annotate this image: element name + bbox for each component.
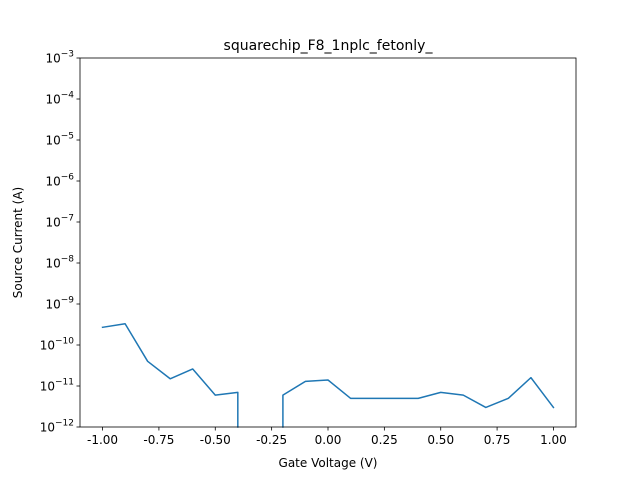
y-tick-label: 10−11 — [40, 378, 74, 394]
y-tick-label: 10−5 — [45, 132, 74, 148]
y-tick-label: 10−12 — [40, 419, 74, 435]
x-tick-label: 0.50 — [427, 433, 454, 447]
y-tick-label: 10−4 — [45, 91, 74, 107]
y-axis-label: Source Current (A) — [11, 187, 25, 299]
x-tick-label: -0.75 — [143, 433, 174, 447]
series-layer — [101, 322, 555, 428]
x-axis-ticks: -1.00 -0.75 -0.50 -0.25 0.00 0.25 0.50 0.75 1.00 — [87, 427, 567, 447]
x-tick-label: -1.00 — [87, 433, 118, 447]
chart-title: squarechip_F8_1nplc_fetonly_ — [224, 38, 434, 54]
y-axis-ticks: 10−12 10−11 10−10 10−9 10−8 10−7 10−6 10−5 10−4 1… — [40, 50, 80, 435]
y-tick-label: 10−8 — [45, 255, 74, 271]
series-line — [101, 322, 239, 428]
y-tick-label: 10−7 — [45, 214, 74, 230]
y-tick-label: 10−3 — [45, 50, 74, 66]
x-tick-label: -0.50 — [200, 433, 231, 447]
y-tick-label: 10−10 — [40, 337, 75, 353]
x-tick-label: 0.25 — [371, 433, 398, 447]
series-line — [282, 376, 555, 428]
x-tick-label: -0.25 — [256, 433, 287, 447]
x-tick-label: 0.00 — [315, 433, 342, 447]
x-tick-label: 1.00 — [540, 433, 567, 447]
x-tick-label: 0.75 — [484, 433, 511, 447]
y-tick-label: 10−9 — [45, 296, 74, 312]
y-tick-label: 10−6 — [45, 173, 74, 189]
x-axis-label: Gate Voltage (V) — [279, 456, 378, 470]
